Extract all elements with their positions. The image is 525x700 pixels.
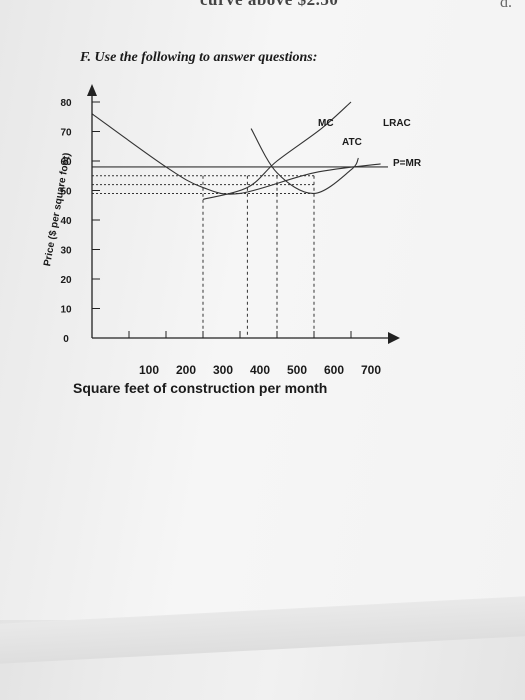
- y-tick-label-0: 0: [63, 334, 69, 345]
- x-tick-label-600: 600: [324, 363, 344, 377]
- x-tick-labels: 100 200 300 400 500 600 700: [139, 363, 381, 377]
- y-tick-label-10: 10: [60, 305, 72, 316]
- reference-lines: [92, 175, 315, 338]
- y-tick-label-30: 30: [60, 246, 72, 257]
- atc-label: ATC: [342, 137, 362, 148]
- y-axis-arrow: [87, 84, 97, 96]
- paper-sheet: [0, 0, 525, 620]
- cut-off-heading: curve above $2.50: [200, 0, 338, 10]
- y-tick-label-60: 60: [60, 157, 72, 168]
- corner-letter: d.: [500, 0, 512, 11]
- x-tick-label-100: 100: [139, 363, 159, 377]
- x-tick-label-300: 300: [213, 363, 233, 377]
- tick-marks: [92, 101, 352, 338]
- atc-curve: [250, 128, 359, 195]
- y-tick-label-50: 50: [60, 187, 72, 198]
- curves: [91, 101, 388, 200]
- y-tick-label-40: 40: [60, 216, 72, 227]
- mc-curve: [202, 101, 352, 200]
- x-tick-label-700: 700: [361, 363, 381, 377]
- x-tick-label-500: 500: [287, 363, 307, 377]
- x-axis-title: Square feet of construction per month: [73, 380, 328, 396]
- axes: [87, 84, 400, 344]
- question-heading: F. Use the following to answer questions…: [80, 50, 318, 65]
- p-mr-label: P=MR: [393, 158, 422, 169]
- x-tick-label-200: 200: [176, 363, 196, 377]
- y-tick-label-70: 70: [60, 128, 72, 139]
- y-tick-label-80: 80: [60, 98, 72, 109]
- x-tick-label-400: 400: [250, 363, 270, 377]
- y-tick-labels: 0 10 20 30 40 50 60 70 80: [60, 98, 72, 345]
- mc-label: MC: [318, 118, 334, 129]
- x-axis-arrow: [388, 332, 400, 344]
- lrac-label: LRAC: [383, 118, 411, 129]
- curve-labels: MC ATC LRAC P=MR: [318, 118, 422, 169]
- y-tick-label-20: 20: [60, 275, 72, 286]
- lrac-curve: [91, 113, 381, 195]
